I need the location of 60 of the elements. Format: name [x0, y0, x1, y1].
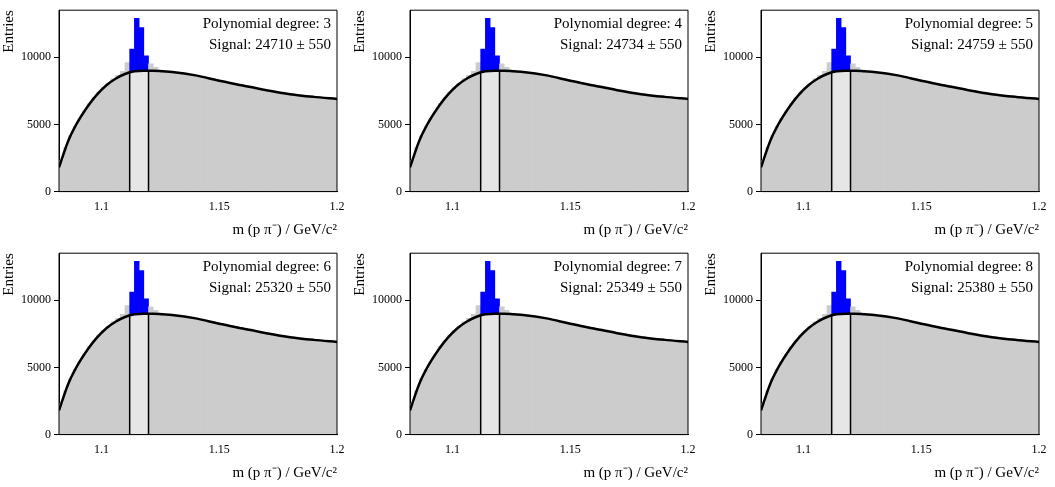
x-tick-label: 1.15 [559, 198, 581, 213]
y-tick-label: 10000 [21, 292, 51, 307]
y-tick-label: 10000 [723, 292, 753, 307]
annotation: Signal: 24734 ± 550 [560, 35, 682, 52]
y-axis-title: Entries [0, 253, 16, 296]
x-tick-label: 1.1 [795, 198, 811, 213]
x-axis-title: m (p π⁻) / GeV/c² [934, 220, 1040, 238]
y-axis-title: Entries [350, 253, 367, 296]
y-axis-title: Entries [701, 10, 718, 53]
annotation: Polynomial degree: 5 [904, 14, 1033, 31]
y-tick-label: 5000 [729, 359, 753, 374]
y-tick-label: 0 [45, 183, 51, 198]
annotation: Polynomial degree: 7 [553, 257, 683, 274]
y-tick-label: 10000 [372, 49, 402, 64]
y-tick-label: 0 [747, 183, 753, 198]
x-tick-label: 1.15 [559, 441, 581, 456]
x-tick-label: 1.15 [208, 441, 230, 456]
annotation: Signal: 24759 ± 550 [911, 35, 1033, 52]
x-tick-label: 1.2 [1031, 441, 1047, 456]
x-tick-label: 1.1 [795, 441, 811, 456]
y-tick-label: 5000 [378, 359, 402, 374]
y-tick-label: 10000 [372, 292, 402, 307]
x-tick-label: 1.2 [329, 198, 345, 213]
y-tick-label: 0 [396, 426, 402, 441]
y-tick-label: 5000 [27, 359, 51, 374]
x-tick-label: 1.1 [93, 441, 109, 456]
annotation: Polynomial degree: 8 [904, 257, 1033, 274]
y-tick-label: 10000 [723, 49, 753, 64]
x-tick-label: 1.1 [93, 198, 109, 213]
x-tick-label: 1.15 [910, 441, 932, 456]
y-tick-label: 0 [396, 183, 402, 198]
x-axis-title: m (p π⁻) / GeV/c² [232, 463, 338, 481]
annotation: Polynomial degree: 6 [202, 257, 332, 274]
x-tick-label: 1.15 [208, 198, 230, 213]
y-axis-title: Entries [0, 10, 16, 53]
x-tick-label: 1.1 [444, 441, 460, 456]
annotation: Signal: 25320 ± 550 [209, 278, 331, 295]
y-axis-title: Entries [701, 253, 718, 296]
annotation: Signal: 25380 ± 550 [911, 278, 1033, 295]
x-tick-label: 1.2 [680, 198, 696, 213]
x-axis-title: m (p π⁻) / GeV/c² [583, 463, 689, 481]
annotation: Polynomial degree: 3 [202, 14, 331, 31]
x-tick-label: 1.2 [1031, 198, 1047, 213]
annotation: Polynomial degree: 4 [553, 14, 683, 31]
y-tick-label: 0 [45, 426, 51, 441]
x-tick-label: 1.1 [444, 198, 460, 213]
y-tick-label: 5000 [729, 116, 753, 131]
x-tick-label: 1.15 [910, 198, 932, 213]
y-tick-label: 5000 [378, 116, 402, 131]
y-tick-label: 10000 [21, 49, 51, 64]
annotation: Signal: 24710 ± 550 [209, 35, 331, 52]
y-axis-title: Entries [350, 10, 367, 53]
x-axis-title: m (p π⁻) / GeV/c² [583, 220, 689, 238]
x-axis-title: m (p π⁻) / GeV/c² [232, 220, 338, 238]
y-tick-label: 0 [747, 426, 753, 441]
x-axis-title: m (p π⁻) / GeV/c² [934, 463, 1040, 481]
annotation: Signal: 25349 ± 550 [560, 278, 682, 295]
y-tick-label: 5000 [27, 116, 51, 131]
x-tick-label: 1.2 [329, 441, 345, 456]
x-tick-label: 1.2 [680, 441, 696, 456]
